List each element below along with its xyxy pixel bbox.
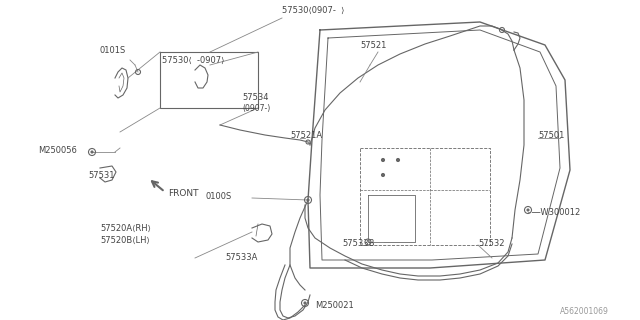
- Text: 57533A: 57533A: [225, 253, 257, 262]
- Circle shape: [304, 302, 306, 304]
- Text: 57531: 57531: [88, 171, 115, 180]
- Circle shape: [381, 173, 385, 177]
- Text: M250056: M250056: [38, 146, 77, 155]
- Text: 57534: 57534: [242, 92, 269, 101]
- Text: 57530⟨  -0907⟩: 57530⟨ -0907⟩: [162, 55, 225, 65]
- Circle shape: [91, 151, 93, 153]
- Text: 57530⟨0907-  ⟩: 57530⟨0907- ⟩: [282, 5, 344, 14]
- Circle shape: [527, 209, 529, 211]
- Text: 57521A: 57521A: [290, 131, 322, 140]
- Text: 57501: 57501: [538, 131, 564, 140]
- Text: (0907-): (0907-): [242, 103, 270, 113]
- Text: 57521: 57521: [360, 41, 387, 50]
- Text: A562001069: A562001069: [560, 308, 609, 316]
- Text: 57520A⟨RH⟩: 57520A⟨RH⟩: [100, 223, 151, 233]
- Text: 0100S: 0100S: [205, 191, 232, 201]
- Text: M250021: M250021: [315, 301, 354, 310]
- Text: ―W300012: ―W300012: [532, 207, 580, 217]
- Circle shape: [397, 158, 399, 162]
- Text: 57533B: 57533B: [342, 238, 375, 247]
- Text: FRONT: FRONT: [168, 188, 198, 197]
- Text: 0101S: 0101S: [100, 45, 126, 54]
- Circle shape: [307, 199, 309, 201]
- Circle shape: [381, 158, 385, 162]
- Text: 57532: 57532: [478, 238, 504, 247]
- Text: 57520B⟨LH⟩: 57520B⟨LH⟩: [100, 236, 150, 244]
